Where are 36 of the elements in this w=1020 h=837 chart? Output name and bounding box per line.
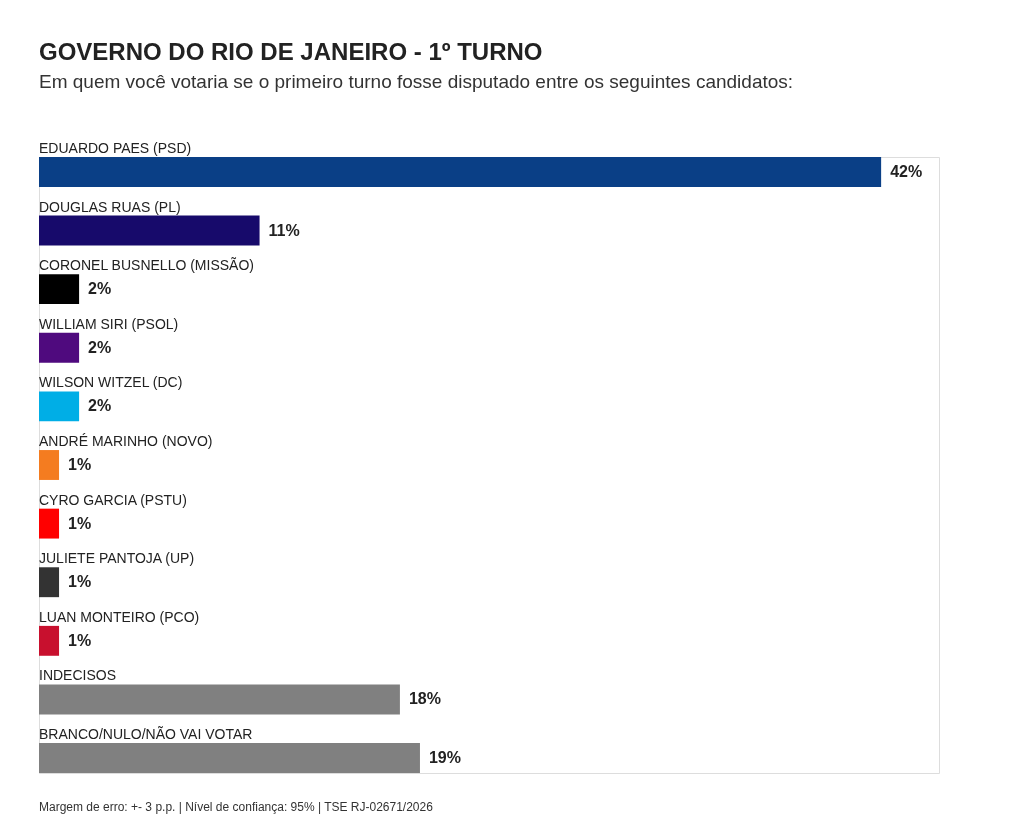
data-label: 11% <box>268 221 300 239</box>
bar <box>39 567 60 598</box>
bar <box>39 391 80 422</box>
y-tick-label: LUAN MONTEIRO (PCO) <box>39 608 200 625</box>
data-label: 2% <box>88 338 112 356</box>
data-label: 1% <box>68 631 92 649</box>
bar <box>39 450 60 480</box>
data-label: 1% <box>68 573 92 591</box>
y-tick-label: CORONEL BUSNELLO (MISSÃO) <box>39 257 254 274</box>
bar <box>39 743 420 773</box>
bar <box>39 157 882 187</box>
chart-title: GOVERNO DO RIO DE JANEIRO - 1º TURNO <box>39 37 543 65</box>
y-tick-label: INDECISOS <box>39 667 117 684</box>
data-label: 42% <box>890 162 923 180</box>
data-label: 1% <box>68 514 92 532</box>
data-label: 18% <box>408 690 441 708</box>
data-label: 19% <box>428 749 461 767</box>
y-tick-label: WILLIAM SIRI (PSOL) <box>39 315 179 332</box>
y-tick-label: JULIETE PANTOJA (UP) <box>39 550 195 567</box>
y-tick-label: EDUARDO PAES (PSD) <box>39 139 192 156</box>
y-tick-label: ANDRÉ MARINHO (NOVO) <box>39 433 213 449</box>
bar <box>39 625 60 656</box>
bar <box>39 332 80 363</box>
bar <box>39 684 400 715</box>
chart-subtitle: Em quem você votaria se o primeiro turno fosse disputado entre os seguintes candidatos: <box>39 70 794 92</box>
data-label: 1% <box>68 456 92 473</box>
y-tick-label: BRANCO/NULO/NÃO VAI VOTAR <box>39 726 253 743</box>
bar <box>39 274 80 305</box>
y-tick-label: WILSON WITZEL (DC) <box>39 374 183 391</box>
bar <box>39 215 260 246</box>
bar <box>39 508 60 539</box>
y-tick-label: CYRO GARCIA (PSTU) <box>39 491 187 508</box>
y-tick-label: DOUGLAS RUAS (PL) <box>39 198 181 215</box>
data-label: 2% <box>88 280 112 298</box>
data-label: 2% <box>88 397 112 415</box>
text: Margem de erro: +- 3 p.p. | Nível de confiança: 95% | TSE RJ-02671/2026 <box>39 800 434 814</box>
